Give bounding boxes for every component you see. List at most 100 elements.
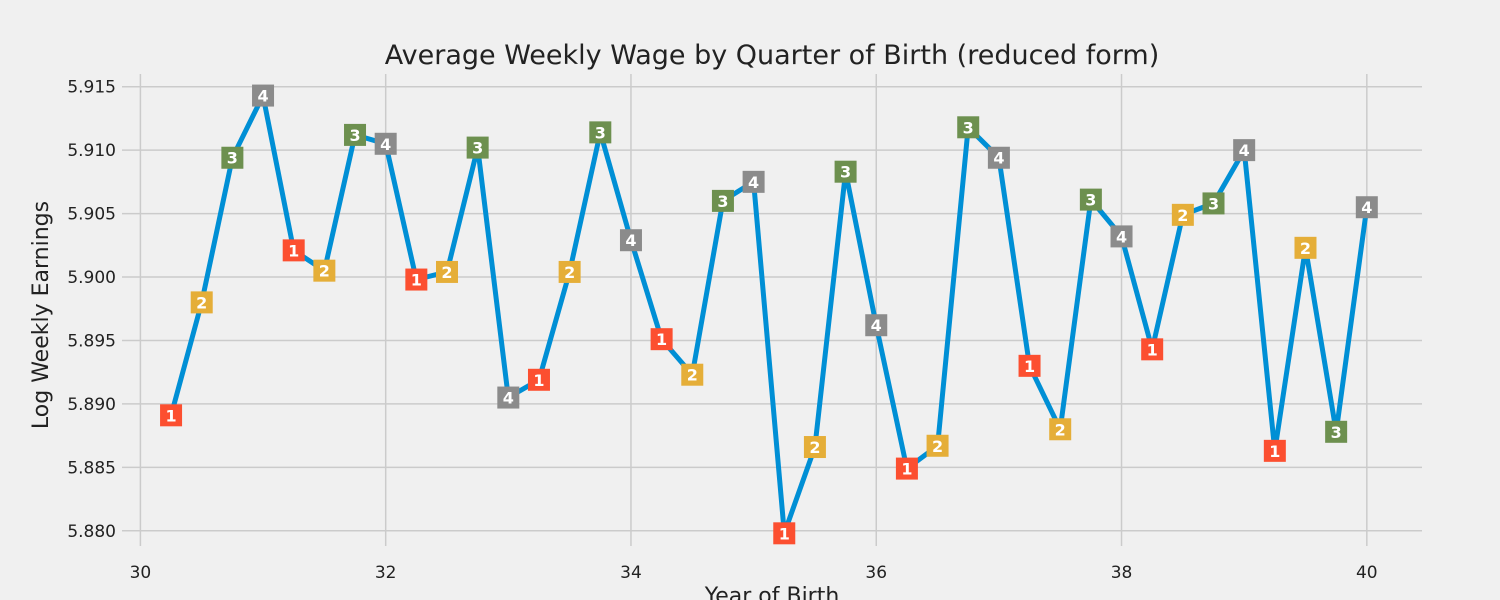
quarter-marker [1355, 196, 1378, 219]
quarter-marker [711, 189, 734, 212]
quarter-label: 2 [687, 366, 698, 385]
y-tick-label: 5.900 [67, 268, 116, 288]
quarter-label: 1 [901, 460, 912, 479]
x-tick-label: 34 [620, 563, 642, 583]
quarter-marker [1079, 188, 1102, 211]
quarter-marker [1325, 420, 1348, 443]
data-point: 4 [1110, 225, 1133, 248]
y-tick-label: 5.915 [67, 78, 116, 98]
quarter-label: 1 [1147, 340, 1158, 359]
quarter-label: 4 [503, 389, 514, 408]
quarter-label: 1 [656, 330, 667, 349]
data-point: 1 [773, 522, 796, 545]
quarter-marker [803, 436, 826, 459]
data-point: 3 [1079, 188, 1102, 211]
data-point: 1 [1263, 439, 1286, 462]
quarter-marker [466, 136, 489, 159]
data-point: 4 [1233, 139, 1256, 162]
x-tick-label: 40 [1356, 563, 1378, 583]
quarter-marker [282, 239, 305, 262]
x-axis-label: Year of Birth [704, 584, 840, 600]
quarter-marker [558, 260, 581, 283]
data-point: 2 [1294, 236, 1317, 259]
data-point: 4 [742, 170, 765, 193]
quarter-marker [957, 116, 980, 139]
quarter-marker [1141, 338, 1164, 361]
data-point: 4 [1355, 196, 1378, 219]
data-point: 1 [282, 239, 305, 262]
data-point: 3 [957, 116, 980, 139]
quarter-label: 4 [748, 173, 759, 192]
quarter-label: 3 [717, 192, 728, 211]
quarter-label: 2 [441, 263, 452, 282]
quarter-label: 3 [1331, 423, 1342, 442]
quarter-label: 3 [595, 123, 606, 142]
y-tick-label: 5.880 [67, 522, 116, 542]
quarter-label: 3 [963, 118, 974, 137]
quarter-label: 2 [319, 262, 330, 281]
data-point: 4 [987, 146, 1010, 169]
quarter-label: 2 [196, 293, 207, 312]
y-tick-label: 5.885 [67, 458, 116, 478]
quarter-marker [1018, 354, 1041, 377]
quarter-marker [834, 160, 857, 183]
data-point: 3 [711, 189, 734, 212]
data-point: 3 [1325, 420, 1348, 443]
data-point: 4 [865, 314, 888, 337]
quarter-marker [497, 386, 520, 409]
quarter-marker [1049, 418, 1072, 441]
data-point: 4 [619, 229, 642, 252]
x-tick-label: 32 [375, 563, 397, 583]
quarter-marker [987, 146, 1010, 169]
data-point: 3 [466, 136, 489, 159]
data-point: 1 [895, 457, 918, 480]
quarter-label: 3 [472, 139, 483, 158]
quarter-marker [773, 522, 796, 545]
x-tick-label: 36 [865, 563, 887, 583]
y-tick-label: 5.910 [67, 141, 116, 161]
data-point: 3 [221, 146, 244, 169]
quarter-label: 1 [1269, 442, 1280, 461]
data-point: 1 [160, 404, 183, 427]
quarter-label: 1 [533, 371, 544, 390]
quarter-marker [926, 434, 949, 457]
data-point: 1 [405, 268, 428, 291]
data-point: 1 [1141, 338, 1164, 361]
quarter-label: 4 [625, 231, 636, 250]
x-tick-label: 38 [1111, 563, 1133, 583]
quarter-label: 1 [288, 241, 299, 260]
quarter-label: 4 [257, 87, 268, 106]
data-point: 1 [650, 328, 673, 351]
data-point: 1 [527, 368, 550, 391]
y-tick-label: 5.905 [67, 205, 116, 225]
data-point: 1 [1018, 354, 1041, 377]
data-point: 2 [190, 291, 213, 314]
data-point: 2 [926, 434, 949, 457]
data-point: 3 [589, 121, 612, 144]
data-point: 2 [558, 260, 581, 283]
quarter-label: 3 [227, 149, 238, 168]
data-point: 2 [681, 363, 704, 386]
quarter-marker [190, 291, 213, 314]
quarter-label: 3 [840, 163, 851, 182]
quarter-marker [1110, 225, 1133, 248]
y-tick-label: 5.895 [67, 331, 116, 351]
data-point: 3 [344, 123, 367, 146]
quarter-label: 2 [1300, 239, 1311, 258]
quarter-marker [252, 84, 275, 107]
quarter-marker [865, 314, 888, 337]
data-point: 2 [313, 259, 336, 282]
grid [122, 74, 1422, 546]
quarter-marker [1202, 192, 1225, 215]
data-point: 2 [1171, 203, 1194, 226]
data-point: 2 [1049, 418, 1072, 441]
quarter-label: 1 [411, 271, 422, 290]
quarter-label: 1 [165, 406, 176, 425]
quarter-marker [160, 404, 183, 427]
quarter-marker [405, 268, 428, 291]
quarter-marker [1233, 139, 1256, 162]
series-line [168, 93, 1370, 536]
quarter-marker [436, 260, 458, 283]
